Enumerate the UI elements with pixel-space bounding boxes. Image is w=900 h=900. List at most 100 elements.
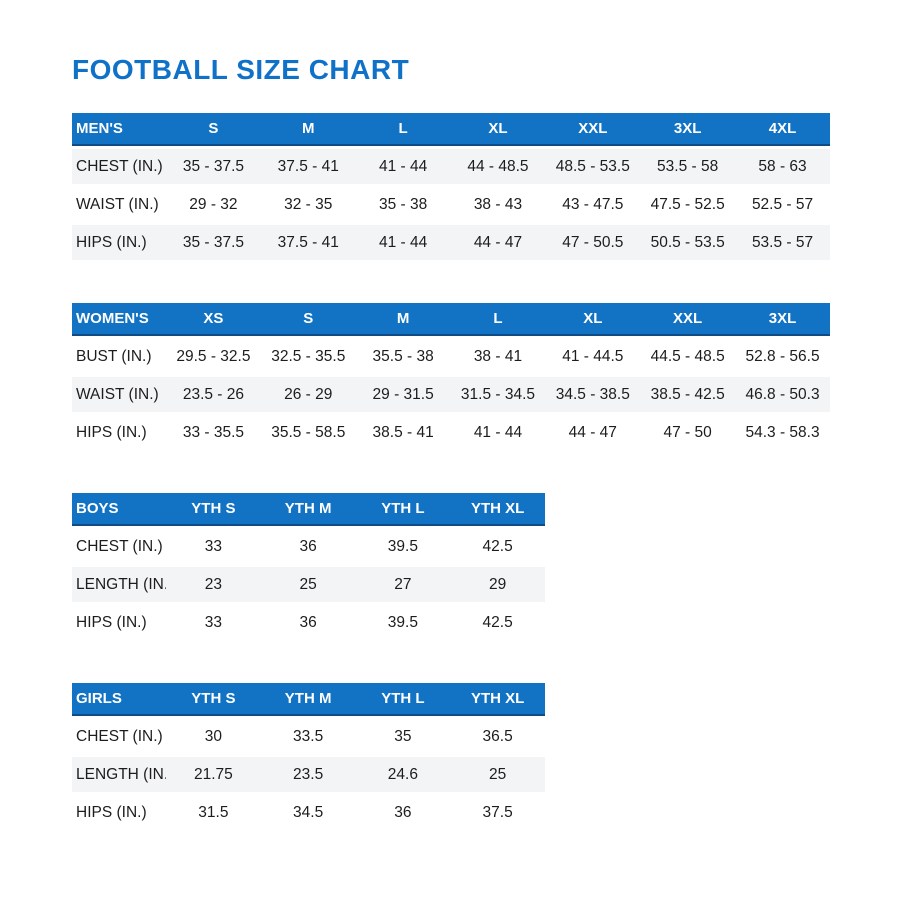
table-row: CHEST (IN.) 35 - 37.5 37.5 - 41 41 - 44 44 -… bbox=[72, 149, 830, 184]
size-cell: 38 - 43 bbox=[450, 187, 546, 222]
column-header-mens-0: S bbox=[166, 113, 261, 146]
size-cell: 37.5 - 41 bbox=[260, 225, 356, 260]
row-label: CHEST (IN.) bbox=[72, 719, 166, 754]
size-cell: 29.5 - 32.5 bbox=[166, 339, 261, 374]
size-cell: 42.5 bbox=[450, 605, 545, 640]
size-cell: 36 bbox=[260, 605, 356, 640]
womens-size-table-host: WOMEN'S XS S M L XL XXL 3XL BUST (IN.) 29.5 - 32.… bbox=[72, 300, 900, 453]
size-cell: 31.5 bbox=[166, 795, 261, 830]
size-cell: 25 bbox=[260, 567, 356, 602]
size-cell: 24.6 bbox=[355, 757, 451, 792]
size-cell: 48.5 - 53.5 bbox=[545, 149, 641, 184]
table-row: HIPS (IN.) 33 - 35.5 35.5 - 58.5 38.5 - 41 4… bbox=[72, 415, 830, 450]
table-row: BUST (IN.) 29.5 - 32.5 32.5 - 35.5 35.5 - 3… bbox=[72, 339, 830, 374]
column-header-womens-1: S bbox=[260, 303, 356, 336]
column-header-mens-2: L bbox=[355, 113, 451, 146]
row-label: BUST (IN.) bbox=[72, 339, 166, 374]
header-row-boys: BOYS YTH S YTH M YTH L YTH XL bbox=[72, 493, 545, 526]
size-cell: 44 - 48.5 bbox=[450, 149, 546, 184]
size-cell: 37.5 bbox=[450, 795, 545, 830]
size-cell: 33 bbox=[166, 605, 261, 640]
size-cell: 46.8 - 50.3 bbox=[735, 377, 830, 412]
size-cell: 33 - 35.5 bbox=[166, 415, 261, 450]
size-cell: 41 - 44.5 bbox=[545, 339, 641, 374]
row-label: WAIST (IN.) bbox=[72, 377, 166, 412]
row-label: CHEST (IN.) bbox=[72, 149, 166, 184]
size-cell: 32.5 - 35.5 bbox=[260, 339, 356, 374]
table-row: CHEST (IN.) 33 36 39.5 42.5 bbox=[72, 529, 545, 564]
column-header-mens-5: 3XL bbox=[640, 113, 736, 146]
mens-size-table-host: MEN'S S M L XL XXL 3XL 4XL CHEST (IN.) 35 - 37.5 3… bbox=[72, 110, 900, 263]
header-row-mens: MEN'S S M L XL XXL 3XL 4XL bbox=[72, 113, 830, 146]
size-cell: 44 - 47 bbox=[450, 225, 546, 260]
size-table-girls: GIRLS YTH S YTH M YTH L YTH XL CHEST (IN.) 30 3… bbox=[72, 680, 545, 833]
column-header-girls-3: YTH XL bbox=[450, 683, 545, 716]
size-cell: 26 - 29 bbox=[260, 377, 356, 412]
size-cell: 43 - 47.5 bbox=[545, 187, 641, 222]
size-cell: 23.5 - 26 bbox=[166, 377, 261, 412]
size-cell: 35 - 37.5 bbox=[166, 225, 261, 260]
row-label: LENGTH (IN.) bbox=[72, 757, 166, 792]
column-header-girls-1: YTH M bbox=[260, 683, 356, 716]
table-row: LENGTH (IN.) 23 25 27 29 bbox=[72, 567, 545, 602]
header-row-girls: GIRLS YTH S YTH M YTH L YTH XL bbox=[72, 683, 545, 716]
column-header-boys-1: YTH M bbox=[260, 493, 356, 526]
row-label: HIPS (IN.) bbox=[72, 225, 166, 260]
size-cell: 35.5 - 38 bbox=[355, 339, 451, 374]
size-cell: 23.5 bbox=[260, 757, 356, 792]
size-cell: 29 - 31.5 bbox=[355, 377, 451, 412]
table-title-womens: WOMEN'S bbox=[72, 303, 166, 336]
table-row: HIPS (IN.) 35 - 37.5 37.5 - 41 41 - 44 44 - … bbox=[72, 225, 830, 260]
column-header-mens-3: XL bbox=[450, 113, 546, 146]
size-table-mens: MEN'S S M L XL XXL 3XL 4XL CHEST (IN.) 35 - 37.5 3… bbox=[72, 110, 830, 263]
size-cell: 29 - 32 bbox=[166, 187, 261, 222]
size-cell: 47 - 50 bbox=[640, 415, 736, 450]
size-cell: 29 bbox=[450, 567, 545, 602]
column-header-girls-0: YTH S bbox=[166, 683, 261, 716]
size-cell: 30 bbox=[166, 719, 261, 754]
size-cell: 32 - 35 bbox=[260, 187, 356, 222]
size-cell: 33.5 bbox=[260, 719, 356, 754]
column-header-womens-6: 3XL bbox=[735, 303, 830, 336]
column-header-womens-0: XS bbox=[166, 303, 261, 336]
column-header-womens-3: L bbox=[450, 303, 546, 336]
column-header-mens-6: 4XL bbox=[735, 113, 830, 146]
size-cell: 21.75 bbox=[166, 757, 261, 792]
table-row: WAIST (IN.) 23.5 - 26 26 - 29 29 - 31.5 31.5… bbox=[72, 377, 830, 412]
size-cell: 41 - 44 bbox=[450, 415, 546, 450]
size-cell: 36 bbox=[260, 529, 356, 564]
table-title-girls: GIRLS bbox=[72, 683, 166, 716]
size-cell: 34.5 - 38.5 bbox=[545, 377, 641, 412]
size-cell: 44.5 - 48.5 bbox=[640, 339, 736, 374]
column-header-boys-3: YTH XL bbox=[450, 493, 545, 526]
row-label: LENGTH (IN.) bbox=[72, 567, 166, 602]
row-label: HIPS (IN.) bbox=[72, 605, 166, 640]
size-cell: 42.5 bbox=[450, 529, 545, 564]
size-cell: 25 bbox=[450, 757, 545, 792]
column-header-boys-0: YTH S bbox=[166, 493, 261, 526]
size-cell: 39.5 bbox=[355, 605, 451, 640]
size-cell: 39.5 bbox=[355, 529, 451, 564]
table-row: HIPS (IN.) 33 36 39.5 42.5 bbox=[72, 605, 545, 640]
column-header-womens-5: XXL bbox=[640, 303, 736, 336]
size-cell: 38.5 - 41 bbox=[355, 415, 451, 450]
size-cell: 44 - 47 bbox=[545, 415, 641, 450]
size-table-womens: WOMEN'S XS S M L XL XXL 3XL BUST (IN.) 29.5 - 32.… bbox=[72, 300, 830, 453]
size-chart-page: FOOTBALL SIZE CHART MEN'S S M L XL XXL 3XL 4XL C… bbox=[72, 54, 900, 833]
column-header-womens-2: M bbox=[355, 303, 451, 336]
size-cell: 37.5 - 41 bbox=[260, 149, 356, 184]
boys-size-table-host: BOYS YTH S YTH M YTH L YTH XL CHEST (IN.) 33 36… bbox=[72, 490, 900, 643]
size-cell: 58 - 63 bbox=[735, 149, 830, 184]
size-cell: 54.3 - 58.3 bbox=[735, 415, 830, 450]
column-header-girls-2: YTH L bbox=[355, 683, 451, 716]
row-label: HIPS (IN.) bbox=[72, 415, 166, 450]
table-row: CHEST (IN.) 30 33.5 35 36.5 bbox=[72, 719, 545, 754]
size-table-boys: BOYS YTH S YTH M YTH L YTH XL CHEST (IN.) 33 36… bbox=[72, 490, 545, 643]
size-cell: 23 bbox=[166, 567, 261, 602]
size-cell: 38.5 - 42.5 bbox=[640, 377, 736, 412]
size-cell: 34.5 bbox=[260, 795, 356, 830]
size-cell: 33 bbox=[166, 529, 261, 564]
size-cell: 41 - 44 bbox=[355, 149, 451, 184]
table-row: LENGTH (IN.) 21.75 23.5 24.6 25 bbox=[72, 757, 545, 792]
size-cell: 35 bbox=[355, 719, 451, 754]
